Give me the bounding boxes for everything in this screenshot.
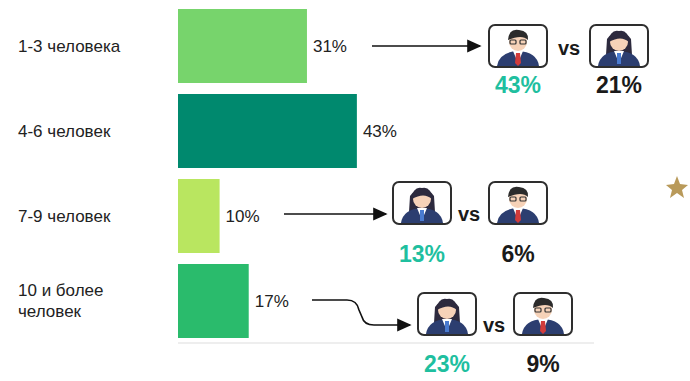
svg-text:9%: 9% xyxy=(526,351,559,377)
svg-text:43%: 43% xyxy=(495,72,541,98)
svg-text:10 и болеечеловек: 10 и болеечеловек xyxy=(18,281,104,321)
svg-text:13%: 13% xyxy=(399,241,445,267)
svg-text:6%: 6% xyxy=(501,241,534,267)
svg-text:31%: 31% xyxy=(313,37,347,56)
svg-text:vs: vs xyxy=(458,203,480,225)
svg-text:10%: 10% xyxy=(226,207,260,226)
svg-text:43%: 43% xyxy=(363,122,397,141)
svg-text:vs: vs xyxy=(483,314,505,336)
svg-text:7-9 человек: 7-9 человек xyxy=(18,206,111,225)
svg-text:1-3 человека: 1-3 человека xyxy=(18,36,121,55)
svg-text:vs: vs xyxy=(558,37,580,59)
svg-text:21%: 21% xyxy=(596,72,642,98)
svg-text:23%: 23% xyxy=(424,351,470,377)
svg-text:17%: 17% xyxy=(255,292,289,311)
svg-text:4-6 человек: 4-6 человек xyxy=(18,121,111,140)
